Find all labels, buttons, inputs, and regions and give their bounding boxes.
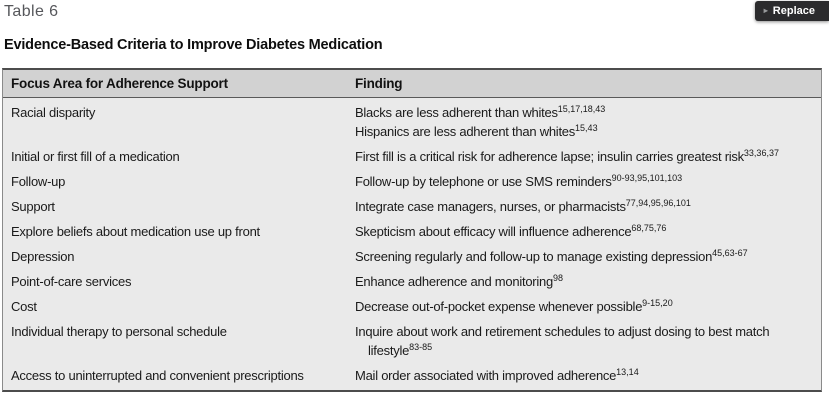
replace-button[interactable]: ▸ Replace — [754, 1, 829, 21]
finding-line: Blacks are less adherent than whites15,1… — [355, 103, 813, 122]
table-row: Initial or first fill of a medication Fi… — [3, 144, 821, 169]
replace-button-label: Replace — [772, 4, 815, 17]
page-title: Evidence-Based Criteria to Improve Diabe… — [4, 37, 383, 53]
finding-text: Decrease out-of-pocket expense whenever … — [355, 299, 643, 314]
table-body: Racial disparity Blacks are less adheren… — [3, 98, 821, 390]
table-row: Depression Screening regularly and follo… — [3, 244, 821, 269]
column-header-focus-area: Focus Area for Adherence Support — [11, 76, 228, 91]
finding-line: Hispanics are less adherent than whites1… — [355, 122, 813, 141]
finding-text: Blacks are less adherent than whites — [355, 105, 558, 120]
finding-text: Follow-up by telephone or use SMS remind… — [355, 174, 612, 189]
table-header-row: Focus Area for Adherence Support Finding — [3, 70, 821, 98]
table-row: Point-of-care services Enhance adherence… — [3, 269, 821, 294]
focus-area-cell: Depression — [11, 249, 75, 264]
finding-line: Integrate case managers, nurses, or phar… — [355, 197, 813, 216]
column-header-finding: Finding — [355, 76, 403, 91]
finding-line: Enhance adherence and monitoring98 — [355, 272, 813, 291]
finding-cell: Blacks are less adherent than whites15,1… — [347, 100, 821, 144]
finding-line: Inquire about work and retirement schedu… — [355, 322, 813, 360]
finding-text: Mail order associated with improved adhe… — [355, 368, 617, 383]
finding-cell: Enhance adherence and monitoring98 — [347, 269, 821, 294]
table-row: Cost Decrease out-of-pocket expense when… — [3, 294, 821, 319]
finding-cell: First fill is a critical risk for adhere… — [347, 144, 821, 169]
citation-refs: 13,14 — [616, 367, 639, 377]
finding-line: Mail order associated with improved adhe… — [355, 366, 813, 385]
focus-area-cell: Explore beliefs about medication use up … — [11, 224, 260, 239]
evidence-table: Focus Area for Adherence Support Finding… — [2, 68, 822, 392]
focus-area-cell: Cost — [11, 299, 37, 314]
finding-text: Integrate case managers, nurses, or phar… — [355, 199, 626, 214]
citation-refs: 68,75,76 — [631, 223, 667, 233]
finding-text: Skepticism about efficacy will influence… — [355, 224, 632, 239]
citation-refs: 45,63-67 — [712, 248, 748, 258]
finding-line: Skepticism about efficacy will influence… — [355, 222, 813, 241]
finding-line: Follow-up by telephone or use SMS remind… — [355, 172, 813, 191]
finding-line: Screening regularly and follow-up to man… — [355, 247, 813, 266]
finding-cell: Integrate case managers, nurses, or phar… — [347, 194, 821, 219]
table-row: Access to uninterrupted and convenient p… — [3, 363, 821, 388]
focus-area-cell: Access to uninterrupted and convenient p… — [11, 368, 304, 383]
table-row: Follow-up Follow-up by telephone or use … — [3, 169, 821, 194]
table-row: Individual therapy to personal schedule … — [3, 319, 821, 363]
table-row: Explore beliefs about medication use up … — [3, 219, 821, 244]
table-number-label: Table 6 — [4, 3, 59, 20]
finding-text: Inquire about work and retirement schedu… — [355, 324, 770, 358]
focus-area-cell: Individual therapy to personal schedule — [11, 324, 227, 339]
focus-area-cell: Racial disparity — [11, 105, 96, 120]
finding-cell: Mail order associated with improved adhe… — [347, 363, 821, 388]
focus-area-cell: Point-of-care services — [11, 274, 132, 289]
citation-refs: 98 — [552, 273, 563, 283]
citation-refs: 83-85 — [409, 342, 433, 352]
citation-refs: 33,36,37 — [743, 148, 779, 158]
finding-text: Enhance adherence and monitoring — [355, 274, 553, 289]
focus-area-cell: Follow-up — [11, 174, 66, 189]
finding-text: First fill is a critical risk for adhere… — [355, 149, 744, 164]
citation-refs: 77,94,95,96,101 — [625, 198, 691, 208]
finding-cell: Decrease out-of-pocket expense whenever … — [347, 294, 821, 319]
finding-cell: Screening regularly and follow-up to man… — [347, 244, 821, 269]
finding-cell: Skepticism about efficacy will influence… — [347, 219, 821, 244]
citation-refs: 15,43 — [575, 123, 598, 133]
focus-area-cell: Initial or first fill of a medication — [11, 149, 180, 164]
citation-refs: 90-93,95,101,103 — [611, 173, 683, 183]
citation-refs: 9-15,20 — [642, 298, 673, 308]
chevron-right-icon: ▸ — [763, 5, 768, 15]
finding-line: Decrease out-of-pocket expense whenever … — [355, 297, 813, 316]
focus-area-cell: Support — [11, 199, 55, 214]
citation-refs: 15,17,18,43 — [557, 104, 606, 114]
finding-cell: Follow-up by telephone or use SMS remind… — [347, 169, 821, 194]
finding-text: Screening regularly and follow-up to man… — [355, 249, 713, 264]
table-row: Support Integrate case managers, nurses,… — [3, 194, 821, 219]
finding-line: First fill is a critical risk for adhere… — [355, 147, 813, 166]
table-row: Racial disparity Blacks are less adheren… — [3, 100, 821, 144]
finding-cell: Inquire about work and retirement schedu… — [347, 319, 821, 363]
finding-text: Hispanics are less adherent than whites — [355, 124, 576, 139]
